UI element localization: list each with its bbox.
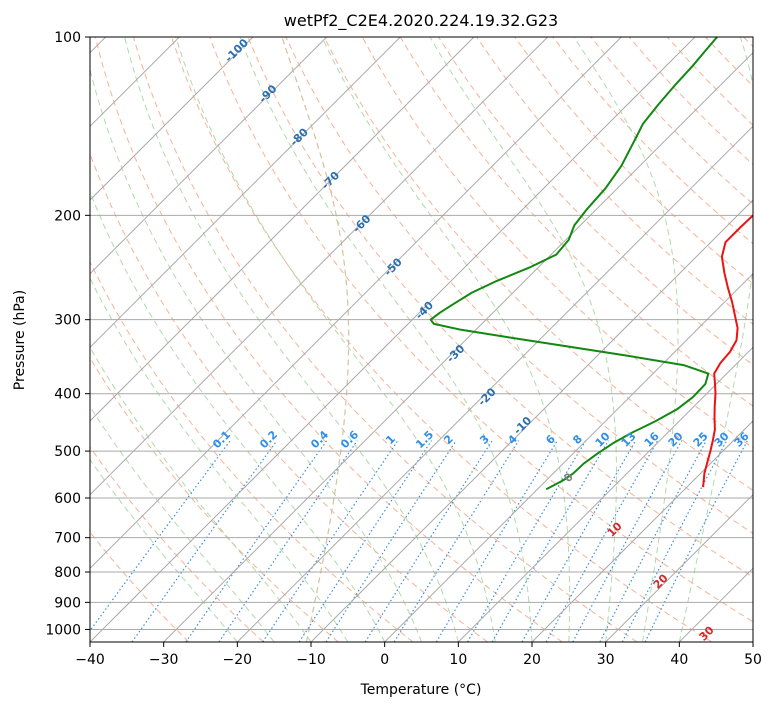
y-tick-label: 1000 — [45, 622, 81, 638]
x-tick-label: −10 — [296, 652, 326, 668]
mixing-ratio-line — [435, 440, 558, 642]
moist-adiabat — [678, 37, 753, 642]
isotherm-line — [310, 199, 753, 642]
isotherm-line — [384, 272, 753, 642]
y-tick-label: 300 — [54, 313, 81, 329]
moist-adiabat — [175, 37, 496, 642]
mixing-ratio-line — [90, 440, 231, 632]
moist-adiabat — [573, 37, 679, 642]
isotherm-line — [90, 37, 549, 496]
dewpoint-profile-line — [429, 37, 718, 491]
isotherm-line — [90, 37, 401, 349]
isotherm-line — [90, 37, 622, 570]
y-tick-label: 100 — [54, 30, 81, 46]
mixing-ratio-line — [545, 440, 659, 642]
temperature-profile-line — [702, 213, 753, 488]
isotherms — [90, 37, 753, 642]
y-tick-label: 500 — [54, 444, 81, 460]
x-tick-label: −40 — [75, 652, 105, 668]
mixing-ratio-line — [491, 440, 609, 642]
moist-adiabat — [90, 277, 349, 642]
axis-ticks: −40 −30 −20 −10 0 10 20 30 40 50 100 200 300 400 500 60… — [45, 30, 762, 668]
mixing-ratio-line — [644, 440, 748, 642]
isotherm-line — [531, 420, 753, 642]
dry-adiabat — [476, 37, 753, 325]
dry-adiabat — [247, 37, 753, 578]
theta-e-line — [281, 37, 350, 642]
dry-adiabat — [90, 446, 264, 642]
x-tick-label: −20 — [223, 652, 253, 668]
dry-adiabat — [90, 356, 339, 642]
x-tick-label: 20 — [523, 652, 541, 668]
moist-adiabat — [124, 37, 459, 642]
mixing-ratio-line — [521, 440, 637, 642]
isotherm-line — [90, 37, 475, 422]
isotherm-line — [236, 125, 753, 642]
mixing-ratio-line — [298, 440, 432, 642]
dry-adiabat — [323, 37, 753, 491]
x-tick-label: 10 — [449, 652, 467, 668]
mixing-ratio-line — [364, 440, 493, 642]
moist-adiabat — [90, 405, 275, 642]
x-tick-label: 0 — [380, 652, 389, 668]
moist-adiabats — [90, 37, 753, 642]
mixing-ratio-line — [466, 440, 587, 642]
theta-e-curve — [281, 37, 350, 642]
y-tick-label: 400 — [54, 387, 81, 403]
dry-adiabat — [209, 37, 753, 623]
dry-adiabat — [90, 260, 414, 642]
y-tick-label: 700 — [54, 531, 81, 547]
moist-adiabat — [429, 37, 617, 642]
moist-adiabat — [321, 37, 571, 642]
isotherm-label: 30 — [697, 623, 717, 643]
mixing-ratio-line — [185, 440, 328, 642]
y-tick-label: 800 — [54, 565, 81, 581]
isotherm-line — [90, 37, 696, 642]
mixing-ratio-lines — [90, 440, 748, 642]
pressure-gridlines — [90, 37, 753, 630]
dry-adiabat — [132, 37, 638, 642]
y-tick-label: 600 — [54, 491, 81, 507]
mixing-ratio-line — [131, 440, 278, 642]
x-tick-label: 40 — [670, 652, 688, 668]
mixing-ratio-line — [262, 440, 399, 642]
y-tick-label: 900 — [54, 595, 81, 611]
mixing-ratio-line — [572, 440, 683, 642]
x-axis-label: Temperature (°C) — [360, 682, 482, 698]
moist-adiabat — [90, 67, 422, 642]
isotherm-line — [163, 51, 753, 642]
moist-adiabat — [239, 37, 533, 642]
y-axis-label: Pressure (hPa) — [12, 290, 28, 390]
dry-adiabat — [285, 37, 753, 535]
plot-frame — [89, 36, 754, 643]
x-tick-label: 50 — [744, 652, 762, 668]
isotherm-line — [90, 37, 254, 201]
moist-adiabat — [90, 190, 386, 642]
isotherm-line — [605, 493, 753, 642]
dry-adiabats — [90, 37, 753, 642]
chart-title: wetPf2_C2E4.2020.224.19.32.G23 — [284, 11, 558, 31]
isotherm-line — [457, 346, 753, 642]
dry-adiabat — [171, 37, 712, 642]
x-tick-label: 30 — [597, 652, 615, 668]
profile-lines — [429, 37, 753, 491]
moist-adiabat — [90, 458, 238, 642]
y-tick-label: 200 — [54, 208, 81, 224]
isotherm-line — [90, 37, 328, 275]
mixing-ratio-line — [325, 440, 457, 642]
dry-adiabat — [94, 37, 563, 642]
dry-adiabat — [514, 37, 753, 285]
x-tick-label: −30 — [149, 652, 179, 668]
